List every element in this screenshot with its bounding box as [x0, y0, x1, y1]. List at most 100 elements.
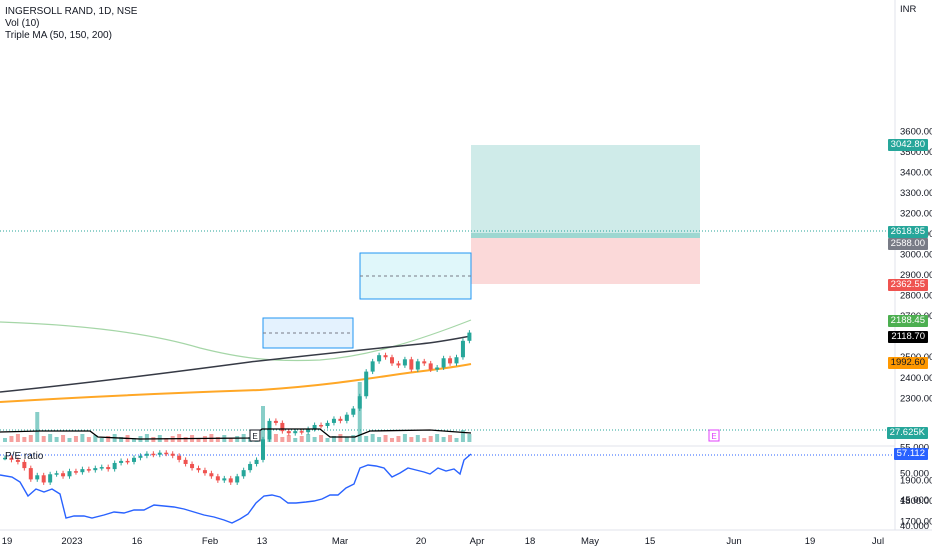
candle-body [235, 476, 240, 483]
pe-tick-label: 45.000 [900, 495, 929, 506]
candle-body [331, 418, 336, 423]
earnings-marker-label: E [252, 432, 257, 441]
volume-bar [383, 435, 388, 442]
candle-body [196, 468, 201, 471]
price-tick-label: 2300.00 [900, 393, 932, 404]
stop-zone[interactable] [471, 238, 700, 284]
volume-bar [106, 436, 111, 442]
time-tick-label: 19 [805, 536, 816, 547]
future-earnings-marker-label: E [711, 432, 716, 441]
candle-body [241, 470, 246, 477]
volume-bar [3, 438, 7, 442]
volume-bar [454, 438, 459, 442]
ma50-label: 2188.45 [887, 315, 928, 327]
candle-body [460, 340, 465, 358]
candle-body [467, 332, 472, 341]
volume-bar [325, 438, 330, 442]
volume-bar [215, 437, 220, 442]
volume-bar [41, 436, 46, 442]
volume-bar [364, 436, 369, 442]
candles-group [3, 330, 472, 485]
legend-symbol[interactable]: INGERSOLL RAND, 1D, NSE [5, 6, 138, 17]
volume-bar [132, 438, 136, 442]
candle-body [209, 473, 214, 477]
volume-bar [48, 434, 53, 442]
earnings-marker[interactable] [249, 429, 261, 442]
currency-label: INR [900, 4, 917, 15]
volume-bar [86, 437, 91, 442]
time-tick-label: 20 [416, 536, 427, 547]
future-earnings-marker[interactable] [708, 429, 720, 442]
volume-bar [331, 436, 336, 442]
volume-bar [286, 435, 291, 442]
price-tick-label: 3000.00 [900, 250, 932, 261]
volume-bar [73, 436, 78, 442]
volume-bar [15, 434, 20, 442]
candle-body [3, 457, 7, 460]
candle-body [202, 470, 207, 474]
candle-body [80, 469, 85, 473]
current-price-label: 2618.95 [887, 226, 928, 238]
candle-body [48, 474, 53, 483]
time-tick-label: Mar [332, 536, 348, 547]
ma200-label: 1992.60 [887, 357, 928, 369]
candle-body [286, 431, 291, 434]
candle-body [15, 459, 20, 462]
volume-bar [357, 382, 362, 442]
volume-bar [228, 438, 233, 442]
pe-tick-label: 55.000 [900, 442, 929, 453]
candle-body [177, 455, 182, 460]
candle-body [112, 462, 117, 470]
candle-body [119, 460, 124, 463]
volume-bar [390, 438, 394, 442]
candle-body [228, 478, 233, 483]
candle-body [370, 361, 375, 372]
volume-bar [306, 434, 311, 442]
volume-bar [428, 436, 433, 442]
candle-body [9, 457, 14, 460]
volume-bar [80, 434, 85, 442]
volume-bar [267, 436, 272, 442]
volume-bar [9, 436, 14, 442]
candle-body [319, 424, 324, 427]
price-tick-label: 3300.00 [900, 188, 932, 199]
candle-body [190, 463, 195, 469]
candle-body [54, 473, 59, 475]
candle-body [422, 361, 427, 364]
time-tick-label: 2023 [61, 536, 82, 547]
volume-bar [261, 406, 265, 442]
volume-bar [280, 437, 285, 442]
candle-body [325, 422, 330, 427]
target-zone[interactable] [471, 145, 700, 233]
candle-body [402, 359, 407, 366]
price-tick-label: 3200.00 [900, 209, 932, 220]
volume-ma-line [0, 428, 472, 440]
volume-bar [93, 435, 98, 442]
candle-body [86, 469, 91, 471]
pe-value-label: 57.112 [893, 448, 928, 460]
time-tick-label: 18 [525, 536, 536, 547]
stop-price-label: 2362.55 [887, 279, 928, 291]
candle-body [138, 455, 143, 458]
legend-ma[interactable]: Triple MA (50, 150, 200) [5, 30, 112, 41]
volume-bar [22, 437, 27, 442]
candle-body [273, 420, 278, 423]
candle-body [22, 461, 27, 469]
volume-bar [119, 437, 124, 442]
candle-body [261, 439, 265, 460]
candle-body [170, 453, 175, 456]
price-tick-label: 2900.00 [900, 270, 932, 281]
volume-bar [441, 437, 446, 442]
volume-bar [61, 435, 66, 442]
candle-body [338, 418, 343, 421]
price-tick-label: 3400.00 [900, 167, 932, 178]
legend-pe[interactable]: P/E ratio [5, 451, 44, 462]
candle-body [390, 357, 394, 364]
candle-body [377, 355, 382, 362]
time-tick-label: May [581, 536, 599, 547]
candle-body [157, 452, 162, 455]
volume-bar [338, 434, 343, 442]
legend-volume[interactable]: Vol (10) [5, 18, 40, 29]
price-tick-label: 1900.00 [900, 475, 932, 486]
